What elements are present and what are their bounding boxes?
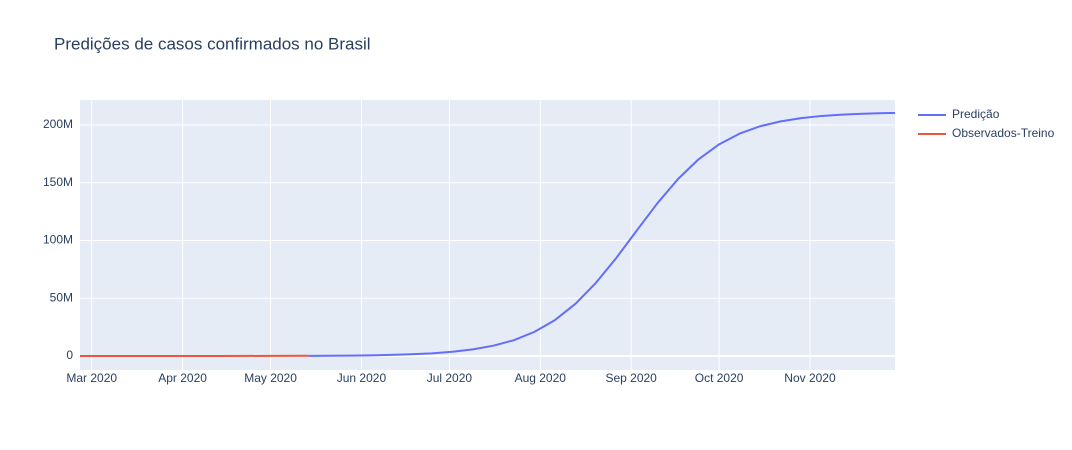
y-tick-label: 150M — [43, 175, 73, 189]
y-tick-label: 100M — [43, 233, 73, 247]
x-tick-label: Nov 2020 — [784, 371, 836, 385]
x-tick-label: May 2020 — [244, 371, 297, 385]
x-tick-label: Sep 2020 — [605, 371, 657, 385]
legend-label: Observados-Treino — [952, 126, 1055, 140]
series-line — [308, 111, 896, 357]
y-tick-label: 50M — [50, 290, 73, 304]
plot-area — [80, 100, 895, 370]
legend-label: Predição — [952, 107, 1000, 121]
chart-title: Predições de casos confirmados no Brasil — [54, 34, 371, 53]
y-tick-label: 0 — [66, 348, 73, 362]
x-tick-label: Jun 2020 — [337, 371, 387, 385]
x-tick-label: Jul 2020 — [427, 371, 473, 385]
x-tick-label: Oct 2020 — [695, 371, 744, 385]
y-tick-label: 200M — [43, 117, 73, 131]
x-tick-label: Mar 2020 — [66, 371, 117, 385]
x-tick-label: Apr 2020 — [158, 371, 207, 385]
x-tick-label: Aug 2020 — [515, 371, 567, 385]
